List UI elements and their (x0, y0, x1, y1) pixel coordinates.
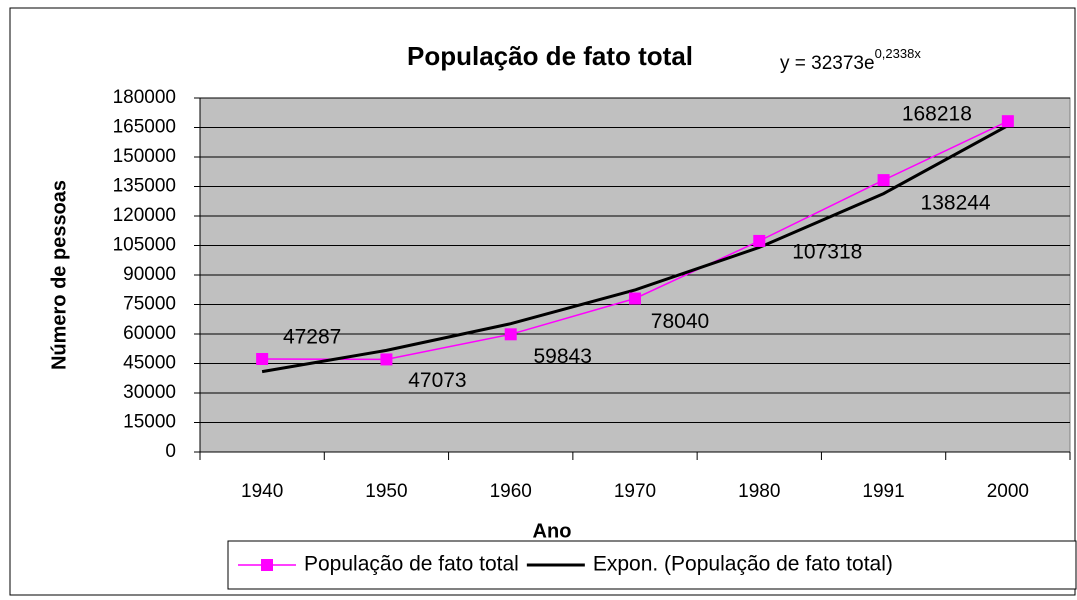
legend: População de fato total Expon. (População… (227, 540, 1077, 590)
marker (504, 328, 517, 341)
marker (877, 174, 890, 187)
x-tick-label: 1950 (365, 481, 407, 502)
y-tick-label: 150000 (113, 146, 176, 167)
data-label: 78040 (651, 310, 709, 333)
y-tick-label: 30000 (123, 382, 176, 403)
x-tick-label: 2000 (987, 481, 1029, 502)
equation: y = 32373e0,2338x (780, 46, 921, 74)
data-label: 47287 (283, 326, 341, 349)
x-axis-label: Ano (533, 520, 572, 542)
y-tick-label: 0 (165, 441, 176, 462)
y-tick-label: 135000 (113, 176, 176, 197)
marker (380, 353, 393, 366)
x-tick-label: 1980 (738, 481, 780, 502)
y-tick-label: 120000 (113, 205, 176, 226)
equation-exponent: 0,2338x (875, 46, 922, 61)
x-tick-label: 1991 (862, 481, 904, 502)
x-tick-label: 1940 (241, 481, 283, 502)
x-tick-label: 1960 (490, 481, 532, 502)
y-tick-label: 15000 (123, 412, 176, 433)
data-label: 47073 (408, 369, 466, 392)
equation-text: y = 32373e (780, 53, 875, 74)
marker (629, 292, 641, 305)
marker (753, 234, 766, 247)
y-tick-label: 75000 (123, 294, 176, 315)
chart-title: População de fato total (407, 41, 693, 71)
x-tick-label: 1970 (614, 481, 656, 502)
data-label: 138244 (921, 192, 991, 215)
y-tick-label: 180000 (113, 87, 176, 108)
y-tick-label: 105000 (113, 235, 176, 256)
data-label: 59843 (534, 345, 592, 368)
trend-line (261, 124, 1009, 374)
marker (256, 353, 269, 366)
legend-box (227, 540, 1077, 590)
legend-label: Expon. (População de fato total) (593, 553, 893, 576)
y-tick-label: 165000 (113, 117, 176, 138)
y-axis-label: Número de pessoas (48, 180, 70, 370)
data-label: 107318 (792, 240, 862, 263)
y-tick-label: 60000 (123, 323, 176, 344)
data-label: 168218 (902, 103, 972, 126)
legend-label: População de fato total (304, 553, 519, 576)
legend-marker (261, 559, 273, 571)
marker (1001, 115, 1014, 128)
y-tick-label: 45000 (123, 353, 176, 374)
y-tick-label: 90000 (123, 264, 176, 285)
